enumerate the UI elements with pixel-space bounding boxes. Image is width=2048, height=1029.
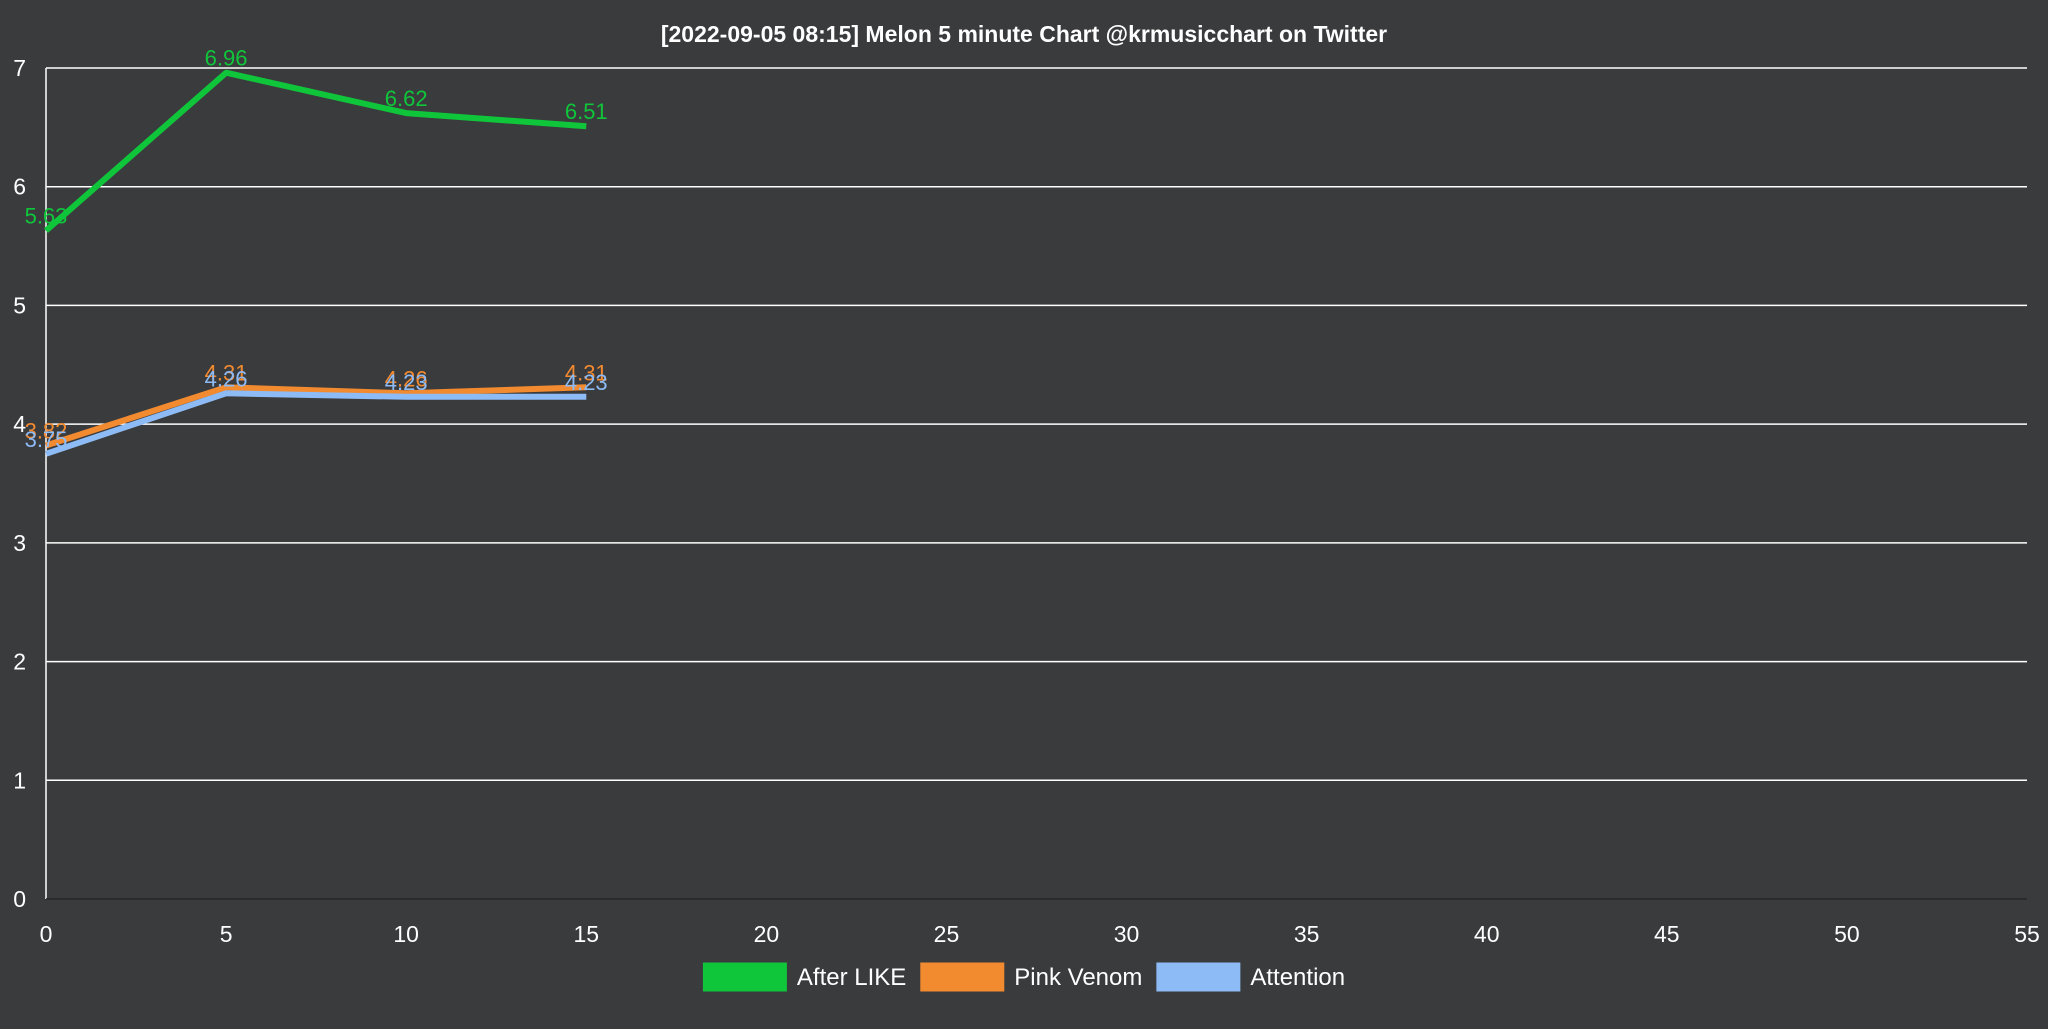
data-labels: 5.636.966.626.513.824.31 4.26 4.313.754.26…: [25, 46, 608, 452]
x-tick-label: 40: [1474, 921, 1500, 947]
x-tick-label: 20: [754, 921, 780, 947]
y-tick-label: 2: [13, 649, 26, 675]
legend-swatch: [920, 962, 1005, 992]
grid: [46, 67, 2027, 782]
series-line-after-like: [44, 69, 587, 233]
legend-label: Attention: [1250, 964, 1345, 991]
series-line-attention: [45, 390, 587, 457]
x-tick-label: 55: [2014, 921, 2040, 947]
data-label: 4.26: [205, 366, 248, 391]
data-label: 6.62: [385, 86, 428, 111]
data-label: 5.63: [25, 204, 68, 229]
data-label: 4.31: [565, 360, 608, 385]
x-tick-label: 30: [1114, 921, 1140, 947]
x-tick-label: 35: [1294, 921, 1320, 947]
y-tick-label: 3: [13, 530, 26, 556]
data-label: 4.23: [385, 370, 428, 395]
x-tick-label: 15: [573, 921, 599, 947]
x-tick-label: 10: [393, 921, 419, 947]
x-tick-label: 45: [1654, 921, 1680, 947]
data-label: 6.96: [205, 46, 248, 71]
data-label: 4.31: [205, 360, 248, 385]
data-label: 4.26: [385, 366, 428, 391]
data-label: 3.75: [25, 427, 68, 452]
legend: After LIKE Pink Venom Attention: [702, 962, 1345, 992]
series-lines: [44, 69, 587, 457]
y-tick-label: 0: [13, 886, 26, 912]
data-label: 4.23: [565, 370, 608, 395]
data-label: 6.51: [565, 99, 608, 124]
y-tick-label: 4: [13, 411, 26, 437]
chart-title: [2022-09-05 08:15] Melon 5 minute Chart …: [661, 21, 1387, 47]
x-tick-label: 25: [934, 921, 960, 947]
y-tick-label: 6: [13, 174, 26, 200]
legend-swatch: [1156, 962, 1241, 992]
y-tick-label: 5: [13, 292, 26, 318]
x-tick-label: 0: [40, 921, 53, 947]
legend-label: After LIKE: [797, 964, 906, 991]
y-tick-label: 1: [13, 767, 26, 793]
legend-label: Pink Venom: [1014, 964, 1142, 991]
x-tick-label: 50: [1834, 921, 1860, 947]
data-label: 3.82: [25, 419, 68, 444]
y-tick-label: 7: [13, 55, 26, 81]
series-line-pink-venom: [45, 384, 587, 449]
legend-swatch: [702, 962, 787, 992]
x-tick-label: 5: [220, 921, 233, 947]
